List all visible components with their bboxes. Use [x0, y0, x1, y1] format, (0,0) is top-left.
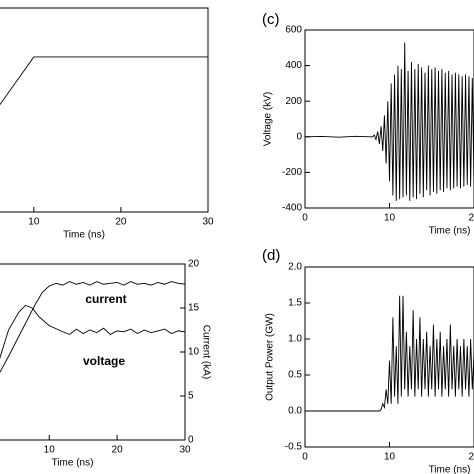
- data-line: [304, 42, 474, 201]
- y-tick-label: -0.5: [285, 442, 303, 453]
- y-tick-label: 15: [188, 303, 200, 314]
- x-axis-title: Time (ns): [63, 230, 105, 241]
- x-axis-title: Time (ns): [52, 458, 94, 469]
- x-tick-label: 20: [115, 217, 127, 228]
- y-tick-label: 1.5: [288, 298, 302, 309]
- x-tick-label: 10: [44, 445, 56, 456]
- y-tick-label: 10: [188, 347, 200, 358]
- x-tick-label: 10: [384, 452, 396, 463]
- plot-frame: [0, 7, 209, 213]
- y-tick-label: 0: [188, 435, 194, 446]
- y-tick-label: 0.0: [288, 406, 302, 417]
- x-tick-label: 20: [112, 445, 124, 456]
- y-tick-label: 1.0: [288, 334, 302, 345]
- y-tick-label: 0.5: [288, 370, 302, 381]
- y-axis-title: Output Power (GW): [265, 313, 276, 401]
- y-tick-label: 200: [285, 96, 302, 107]
- annotation: voltage: [83, 354, 125, 368]
- x-tick-label: 10: [28, 217, 40, 228]
- x-tick-label: 0: [302, 213, 308, 224]
- y-tick-label: -400: [282, 203, 302, 214]
- x-axis-title: Time (ns): [429, 226, 471, 237]
- y-tick-label: 400: [285, 60, 302, 71]
- x-tick-label: 0: [302, 452, 308, 463]
- y-tick-label: -200: [282, 167, 302, 178]
- panel-label: (c): [262, 11, 280, 28]
- x-tick-label: 20: [468, 452, 474, 463]
- x-tick-label: 20: [468, 213, 474, 224]
- y-tick-label: 2.0: [288, 262, 302, 273]
- y-tick-label: 5: [188, 391, 194, 402]
- y-tick-label: 600: [285, 25, 302, 36]
- x-tick-label: 10: [384, 213, 396, 224]
- plot-frame: [0, 263, 186, 441]
- data-line: [305, 295, 474, 412]
- data-line: [0, 281, 186, 374]
- y-axis-title: Current (kA): [200, 325, 211, 379]
- y-tick-label: 0: [296, 131, 302, 142]
- plot-frame: [304, 266, 474, 448]
- x-tick-label: 30: [179, 445, 191, 456]
- y-axis-title: Voltage (kV): [263, 92, 274, 146]
- y-tick-label: 20: [188, 259, 200, 270]
- data-line: [0, 304, 186, 360]
- x-tick-label: 30: [202, 217, 214, 228]
- panel-label: (d): [262, 247, 280, 264]
- data-line: [0, 56, 208, 106]
- annotation: current: [85, 292, 126, 306]
- x-axis-title: Time (ns): [429, 465, 471, 474]
